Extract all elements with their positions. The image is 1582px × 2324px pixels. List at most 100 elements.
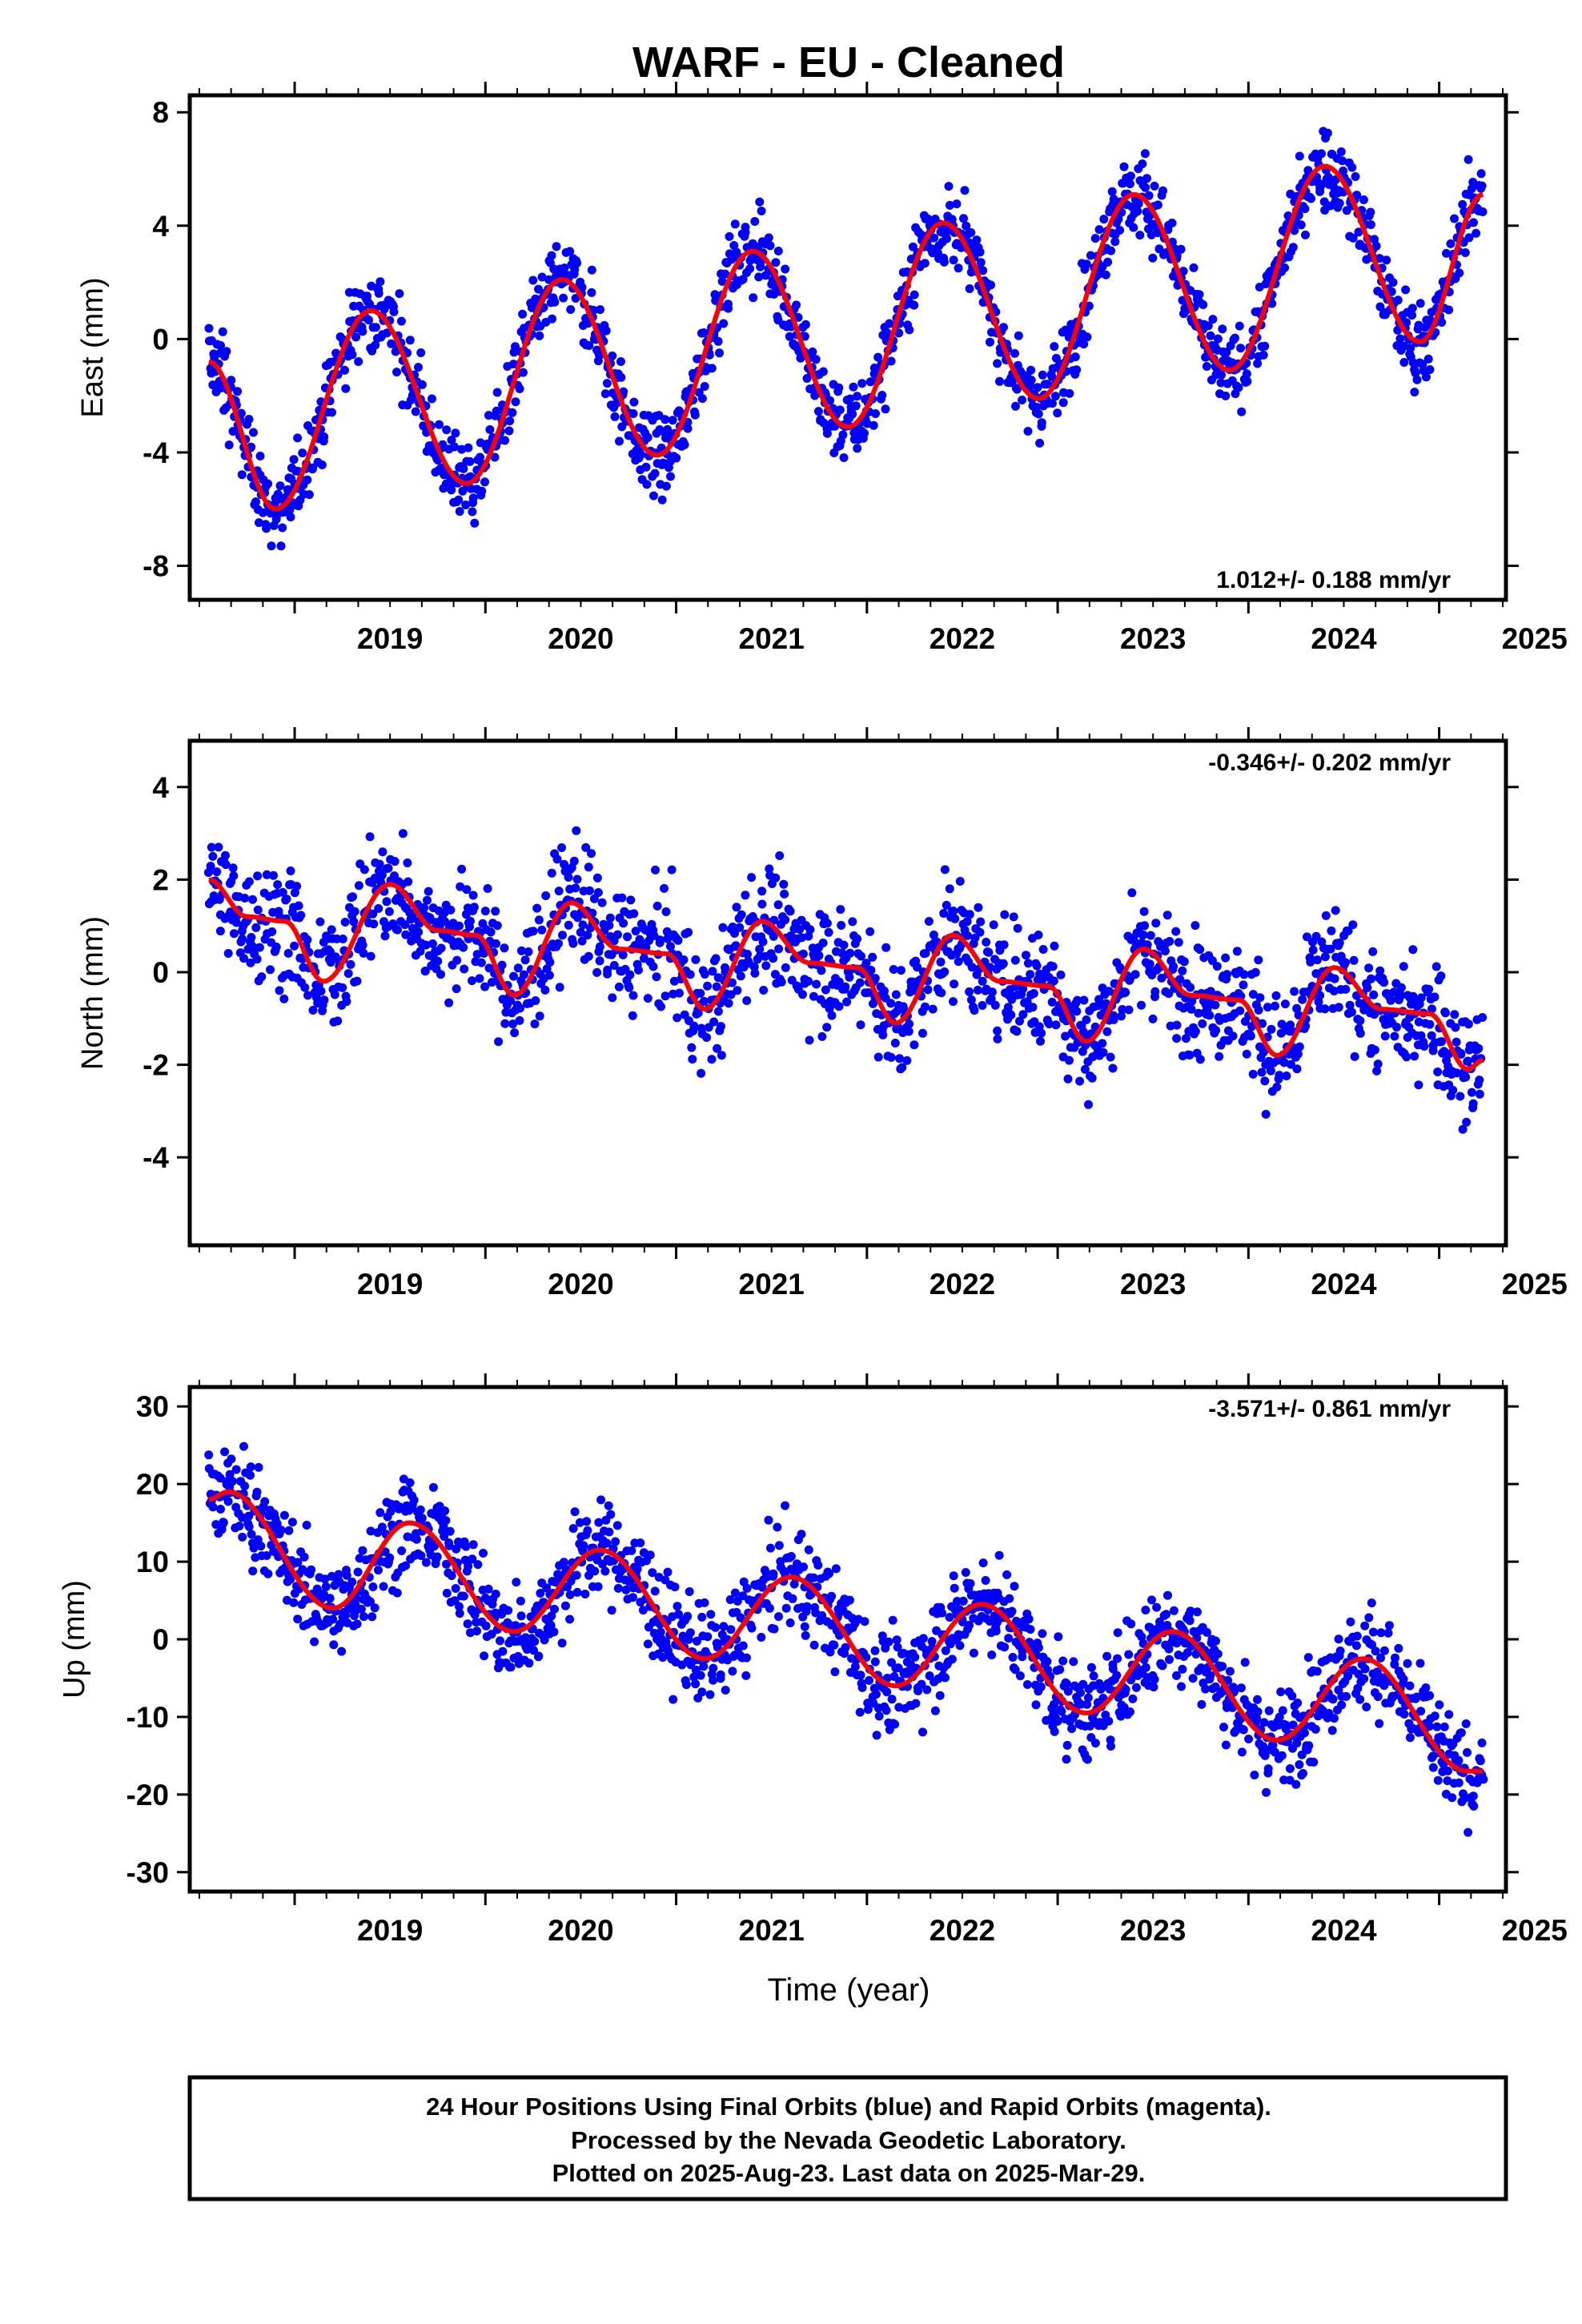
data-point (1062, 1679, 1071, 1688)
data-point (1407, 304, 1417, 313)
data-point (317, 460, 327, 469)
data-point (460, 964, 469, 974)
data-point (993, 1034, 1002, 1043)
data-point (813, 407, 823, 416)
data-point (351, 332, 361, 342)
data-point (881, 404, 890, 414)
data-point (1067, 1724, 1077, 1734)
data-point (578, 920, 588, 930)
data-point (558, 931, 567, 940)
data-point (1211, 1636, 1220, 1646)
data-point (1090, 234, 1100, 243)
data-point (293, 1614, 303, 1624)
data-point (1399, 962, 1408, 971)
data-point (643, 432, 652, 442)
data-point (451, 1584, 460, 1593)
data-point (1028, 1003, 1038, 1012)
data-point (750, 217, 760, 226)
data-point (1237, 407, 1247, 416)
data-point (480, 1651, 489, 1661)
data-point (1079, 340, 1089, 349)
data-point (721, 269, 730, 279)
data-point (1119, 162, 1129, 171)
data-point (774, 1612, 783, 1622)
data-point (1444, 305, 1454, 315)
data-point (972, 235, 982, 245)
data-point (835, 405, 845, 415)
data-point (1198, 1019, 1207, 1028)
data-point (802, 374, 812, 383)
data-point (516, 1596, 525, 1606)
data-point (549, 1627, 559, 1637)
data-point (1351, 172, 1360, 181)
data-point (845, 972, 854, 982)
data-point (1435, 1700, 1444, 1710)
data-point (374, 288, 383, 298)
data-point (769, 1624, 779, 1634)
data-point (208, 851, 218, 861)
data-point (386, 1507, 396, 1516)
data-point (560, 1601, 570, 1610)
data-point (247, 442, 256, 452)
data-point (1384, 1621, 1394, 1630)
data-point (1084, 301, 1094, 311)
data-point (1082, 1015, 1091, 1024)
x-tick-label: 2024 (1311, 1268, 1377, 1301)
data-point (597, 898, 607, 907)
data-point (939, 257, 949, 267)
data-point (1075, 1076, 1085, 1086)
data-point (367, 1612, 377, 1622)
data-point (785, 1618, 795, 1627)
data-point (660, 883, 669, 893)
data-point (468, 493, 478, 503)
data-point (1133, 207, 1142, 216)
data-point (1051, 1020, 1061, 1030)
data-point (781, 264, 790, 274)
data-point (700, 970, 709, 979)
data-point (1293, 1699, 1303, 1707)
data-point (696, 1671, 705, 1680)
data-point (450, 442, 459, 452)
data-point (472, 1626, 481, 1636)
data-point (1363, 983, 1372, 992)
data-point (1165, 1655, 1174, 1664)
data-point (909, 1040, 919, 1050)
data-point (709, 1675, 718, 1685)
data-point (851, 401, 861, 411)
data-point (1102, 1027, 1112, 1036)
data-point (1369, 990, 1379, 999)
data-point (464, 443, 473, 452)
data-point (1150, 987, 1160, 996)
data-point (700, 1598, 709, 1607)
data-point (1007, 1606, 1017, 1616)
data-point (688, 1055, 697, 1064)
data-point (960, 186, 970, 195)
data-point (757, 887, 767, 896)
data-point (703, 981, 713, 991)
data-point (496, 1636, 504, 1646)
data-point (346, 959, 355, 969)
data-point (228, 863, 238, 873)
data-point (765, 241, 775, 251)
data-point (1106, 1052, 1115, 1062)
data-point (886, 1052, 896, 1062)
data-point (470, 518, 480, 528)
data-point (500, 943, 509, 953)
data-point (1022, 951, 1030, 960)
data-point (1029, 989, 1038, 998)
data-point (1211, 1026, 1221, 1035)
data-point (480, 477, 489, 487)
data-point (1141, 183, 1150, 192)
data-point (1477, 181, 1487, 191)
data-point (774, 1541, 784, 1550)
data-point (248, 895, 257, 904)
data-point (623, 932, 632, 942)
data-point (1169, 1606, 1178, 1615)
data-point (1038, 945, 1048, 954)
data-point (781, 1501, 790, 1510)
data-point (797, 1530, 806, 1539)
data-point (222, 347, 231, 356)
y-tick-label: 0 (152, 956, 169, 989)
data-point (510, 1028, 520, 1038)
